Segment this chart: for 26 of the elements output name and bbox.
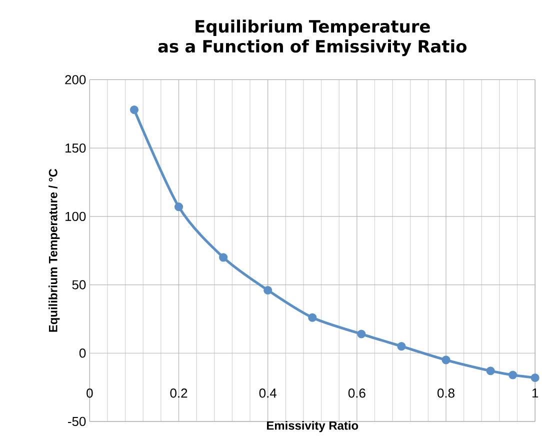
y-tick-label: 50 [72, 280, 86, 290]
point [357, 330, 366, 338]
point [264, 286, 272, 294]
point [219, 252, 228, 262]
chart-title: Equilibrium Temperature as a Function of Emissivity Ratio [158, 19, 466, 56]
x-tick-label: 0.4 [259, 388, 276, 398]
y-tick-label: 0 [79, 348, 86, 358]
x-tick-label: 0 [86, 388, 93, 398]
y-tick-label: 200 [65, 74, 86, 84]
point [442, 355, 450, 364]
point [508, 370, 518, 380]
point [130, 105, 139, 114]
x-tick-label: 0.8 [438, 388, 454, 398]
y-axis-title: Equilibrium Temperature / °C [48, 168, 60, 332]
x-tick-label: 1 [532, 388, 538, 398]
x-tick-label: 0.6 [348, 388, 366, 398]
x-tick-label: 0.2 [170, 388, 188, 398]
point [174, 202, 184, 211]
point [486, 366, 495, 375]
x-axis-title: Emissivity Ratio [266, 420, 358, 432]
point [397, 342, 406, 350]
y-tick-label: 150 [66, 143, 86, 152]
point [308, 313, 317, 322]
point [530, 373, 540, 382]
y-tick-label: -50 [68, 416, 86, 426]
y-tick-label: 100 [66, 212, 86, 221]
